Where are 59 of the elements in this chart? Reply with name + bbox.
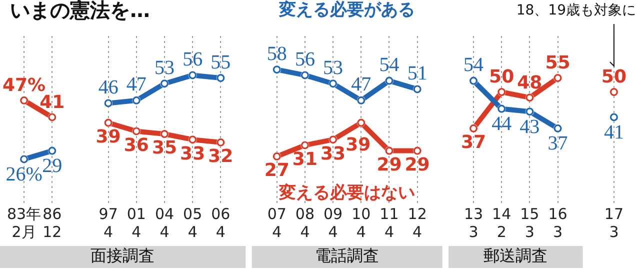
data-label: 53 bbox=[323, 56, 344, 79]
data-label: 33 bbox=[320, 143, 346, 164]
x-tick-label: 86 12 bbox=[42, 204, 62, 241]
series-label: 変える必要はない bbox=[278, 182, 416, 203]
x-tick-label: 10 4 bbox=[352, 204, 371, 241]
x-tick-label: 05 4 bbox=[183, 204, 202, 241]
text: 郵送調査 bbox=[484, 247, 548, 266]
data-label: 29 bbox=[376, 154, 402, 176]
data-label: 39 bbox=[346, 134, 371, 156]
x-tick-label: 15 3 bbox=[520, 204, 540, 241]
x-tick-label: 97 4 bbox=[98, 204, 118, 241]
data-label: 56 bbox=[182, 48, 203, 70]
data-label: 29 bbox=[404, 154, 430, 176]
x-tick-label: 04 4 bbox=[154, 204, 174, 241]
text: 変える必要がある bbox=[278, 0, 416, 20]
data-label: 32 bbox=[208, 146, 234, 168]
x-tick-label: 14 2 bbox=[492, 204, 512, 241]
data-label: 50 bbox=[489, 66, 514, 88]
x-tick-label: 08 4 bbox=[295, 204, 314, 241]
data-label: 51 bbox=[407, 62, 428, 84]
x-tick-label: 07 4 bbox=[267, 204, 286, 241]
data-label: 37 bbox=[548, 132, 568, 155]
x-tick-label: 83年 2月 bbox=[7, 204, 42, 241]
data-label: 54 bbox=[464, 54, 484, 76]
data-label: 46 bbox=[98, 76, 118, 98]
x-tick-label: 13 3 bbox=[464, 204, 484, 241]
text: 電話調査 bbox=[315, 247, 380, 266]
data-label: 27 bbox=[264, 160, 290, 182]
data-label: 44 bbox=[492, 113, 512, 136]
x-tick-label: 01 4 bbox=[126, 204, 146, 241]
data-label: 26% bbox=[6, 163, 42, 186]
data-label: 47 bbox=[351, 74, 372, 96]
data-label: 55 bbox=[210, 51, 231, 74]
data-label: 35 bbox=[152, 138, 178, 159]
text: 18、19歳も対象に bbox=[516, 2, 636, 19]
data-label: 43 bbox=[520, 116, 540, 138]
data-label: 58 bbox=[266, 42, 287, 65]
data-label: 36 bbox=[124, 134, 149, 156]
data-label: 54 bbox=[379, 54, 400, 76]
data-label: 50 bbox=[601, 66, 626, 88]
data-label: 55 bbox=[545, 52, 570, 74]
data-label: 41 bbox=[604, 121, 624, 144]
data-label: 48 bbox=[517, 72, 542, 94]
text: 面接調査 bbox=[90, 247, 154, 266]
x-tick-label: 09 4 bbox=[324, 204, 343, 241]
x-tick-label: 11 4 bbox=[380, 204, 399, 241]
data-label: 39 bbox=[96, 126, 121, 148]
data-label: 53 bbox=[154, 56, 174, 79]
data-label: 33 bbox=[180, 143, 206, 164]
data-label: 37 bbox=[460, 132, 486, 154]
data-label: 47 bbox=[126, 74, 146, 96]
x-tick-label: 16 3 bbox=[548, 204, 568, 241]
x-tick-label: 17 3 bbox=[604, 204, 624, 241]
chart-title: いまの憲法を… bbox=[10, 0, 150, 22]
x-tick-label: 06 4 bbox=[211, 204, 230, 241]
data-label: 29 bbox=[42, 155, 62, 178]
data-label: 31 bbox=[292, 148, 318, 170]
data-label: 56 bbox=[294, 48, 315, 70]
x-tick-label: 12 4 bbox=[408, 204, 427, 241]
